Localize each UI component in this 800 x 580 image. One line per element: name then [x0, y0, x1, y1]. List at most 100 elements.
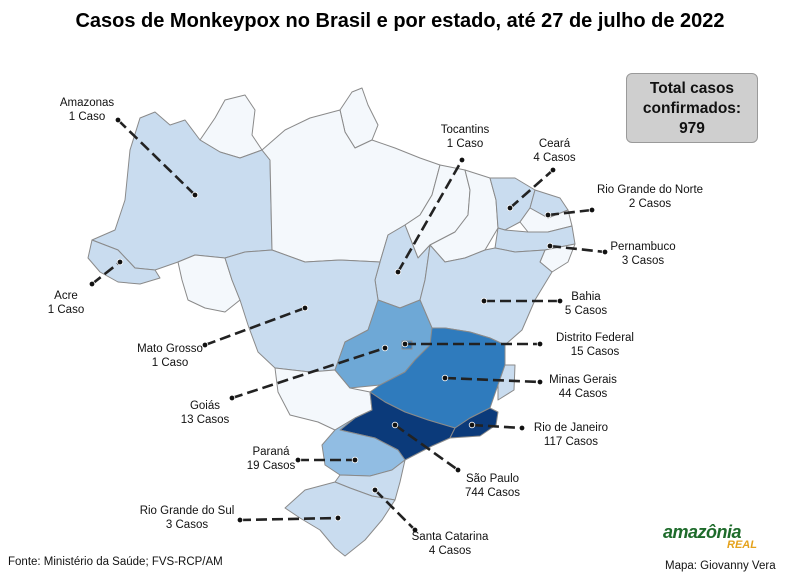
- label-rio-de-janeiro-name: Rio de Janeiro: [533, 422, 609, 434]
- dot-ceara-end: [549, 166, 557, 174]
- dot-tocantins-end: [458, 156, 466, 164]
- label-distrito-federal: Distrito Federal 15 Casos: [545, 331, 645, 359]
- label-rio-de-janeiro-cases: 117 Casos: [543, 436, 599, 448]
- dot-parana: [294, 456, 302, 464]
- leader-mato-grosso: [204, 306, 306, 347]
- dot-bahia-end: [556, 297, 564, 305]
- leader-pernambuco: [549, 244, 606, 254]
- dot-rio-grande-do-sul: [236, 516, 244, 524]
- label-parana-cases: 19 Casos: [246, 460, 296, 472]
- label-acre-cases: 1 Caso: [47, 304, 85, 316]
- label-minas-gerais-cases: 44 Casos: [558, 388, 608, 400]
- label-santa-catarina: Santa Catarina 4 Casos: [410, 530, 490, 558]
- total-cases-line2: confirmados:: [642, 100, 742, 117]
- label-rio-grande-do-norte: Rio Grande do Norte 2 Casos: [590, 183, 710, 211]
- leader-rio-de-janeiro: [471, 423, 523, 430]
- dot-santa-catarina-end: [411, 526, 419, 534]
- dot-amazonas: [114, 116, 122, 124]
- dot-santa-catarina: [371, 486, 379, 494]
- dot-goias-end: [381, 344, 389, 352]
- label-tocantins: Tocantins 1 Caso: [432, 123, 498, 151]
- label-goias-cases: 13 Casos: [180, 414, 230, 426]
- label-pernambuco-name: Pernambuco: [610, 241, 676, 253]
- label-tocantins-cases: 1 Caso: [446, 138, 484, 150]
- leader-amazonas: [117, 119, 196, 196]
- logo-main-text: amazônia: [663, 522, 742, 542]
- leader-acre: [91, 260, 121, 286]
- dot-distrito-federal: [401, 340, 409, 348]
- label-amazonas: Amazonas 1 Caso: [52, 96, 122, 124]
- label-minas-gerais-name: Minas Gerais: [549, 374, 617, 386]
- dot-sao-paulo-end: [454, 466, 462, 474]
- total-cases-value: 979: [679, 120, 705, 137]
- label-bahia: Bahia 5 Casos: [556, 290, 616, 318]
- map-credit: Mapa: Giovanny Vera: [665, 560, 776, 572]
- dot-rio-grande-do-sul-end: [334, 514, 342, 522]
- dot-minas-gerais-end: [536, 378, 544, 386]
- dot-bahia: [480, 297, 488, 305]
- leader-tocantins: [396, 159, 464, 273]
- label-amazonas-cases: 1 Caso: [68, 111, 106, 123]
- dot-rio-de-janeiro-end: [518, 424, 526, 432]
- label-mato-grosso: Mato Grosso 1 Caso: [130, 342, 210, 370]
- dot-tocantins: [394, 268, 402, 276]
- label-santa-catarina-cases: 4 Casos: [428, 545, 472, 557]
- label-sao-paulo-name: São Paulo: [465, 473, 520, 485]
- label-rio-grande-do-sul: Rio Grande do Sul 3 Casos: [132, 504, 242, 532]
- label-ceara: Ceará 4 Casos: [527, 137, 582, 165]
- state-rondonia: [177, 254, 241, 313]
- dot-distrito-federal-end: [536, 340, 544, 348]
- dot-mato-grosso: [201, 341, 209, 349]
- dot-pernambuco-end: [601, 248, 609, 256]
- leader-goias: [231, 346, 386, 400]
- label-tocantins-name: Tocantins: [440, 124, 490, 136]
- label-sao-paulo: São Paulo 744 Casos: [455, 472, 530, 500]
- dot-pernambuco: [546, 242, 554, 250]
- label-ceara-cases: 4 Casos: [533, 152, 576, 164]
- label-bahia-cases: 5 Casos: [564, 305, 608, 317]
- label-bahia-name: Bahia: [571, 291, 601, 303]
- dot-amazonas-end: [191, 191, 199, 199]
- dot-ceara: [506, 204, 514, 212]
- dot-sao-paulo: [391, 421, 399, 429]
- logo-sub-text: REAL: [727, 539, 757, 551]
- dot-rio-grande-do-norte: [544, 211, 552, 219]
- label-mato-grosso-name: Mato Grosso: [137, 343, 203, 355]
- leader-rio-grande-do-norte: [547, 208, 593, 217]
- label-rio-grande-do-norte-cases: 2 Casos: [628, 198, 672, 210]
- label-rio-grande-do-sul-cases: 3 Casos: [165, 519, 209, 531]
- label-pernambuco: Pernambuco 3 Casos: [603, 240, 683, 268]
- leader-santa-catarina: [374, 489, 416, 531]
- dot-parana-end: [351, 456, 359, 464]
- dot-mato-grosso-end: [301, 304, 309, 312]
- dot-acre: [88, 280, 96, 288]
- label-goias-name: Goiás: [189, 400, 221, 412]
- label-goias: Goiás 13 Casos: [175, 399, 235, 427]
- map-title: Casos de Monkeypox no Brasil e por estad…: [75, 10, 725, 32]
- dot-rio-grande-do-norte-end: [588, 206, 596, 214]
- source-note: Fonte: Ministério da Saúde; FVS-RCP/AM: [8, 556, 223, 568]
- leader-rio-grande-do-sul: [239, 516, 339, 522]
- label-amazonas-name: Amazonas: [59, 97, 115, 109]
- leader-sao-paulo: [394, 423, 459, 472]
- label-mato-grosso-cases: 1 Caso: [151, 357, 189, 369]
- dot-acre-end: [116, 258, 124, 266]
- label-ceara-name: Ceará: [538, 138, 571, 150]
- label-acre-name: Acre: [54, 290, 78, 302]
- leader-ceara: [509, 169, 554, 209]
- dot-rio-de-janeiro: [468, 421, 476, 429]
- label-rio-grande-do-sul-name: Rio Grande do Sul: [139, 505, 235, 517]
- dot-minas-gerais: [441, 374, 449, 382]
- label-minas-gerais: Minas Gerais 44 Casos: [543, 373, 623, 401]
- label-parana-name: Paraná: [252, 446, 290, 458]
- label-pernambuco-cases: 3 Casos: [621, 255, 665, 267]
- label-rio-grande-do-norte-name: Rio Grande do Norte: [596, 184, 704, 196]
- label-sao-paulo-cases: 744 Casos: [465, 487, 520, 499]
- label-santa-catarina-name: Santa Catarina: [411, 531, 489, 543]
- label-distrito-federal-name: Distrito Federal: [556, 332, 634, 344]
- state-espirito-santo: [497, 364, 516, 401]
- amazonia-real-logo: amazônia REAL: [663, 522, 773, 556]
- total-cases-line1: Total casos: [649, 80, 735, 97]
- label-distrito-federal-cases: 15 Casos: [570, 346, 620, 358]
